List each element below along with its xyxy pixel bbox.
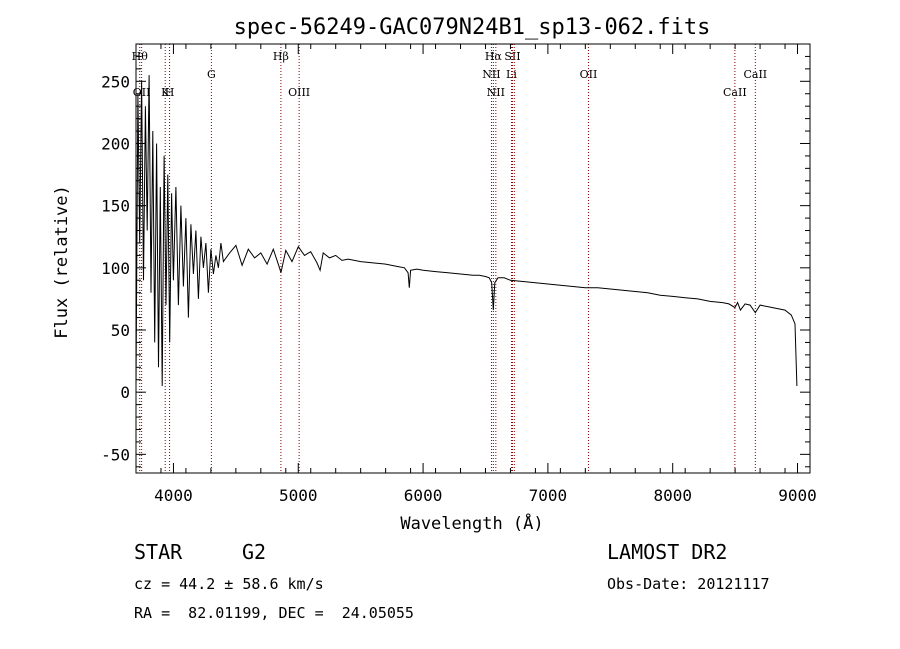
line-marker-label: CaII — [723, 86, 747, 99]
redshift-cz: cz = 44.2 ± 58.6 km/s — [134, 575, 324, 593]
object-class: STAR — [134, 540, 183, 564]
y-tick-label: 0 — [120, 383, 130, 402]
x-tick-label: 4000 — [154, 486, 193, 505]
survey-name: LAMOST DR2 — [607, 540, 728, 564]
x-tick-label: 8000 — [653, 486, 692, 505]
y-tick-label: 150 — [101, 197, 130, 216]
chart-title: spec-56249-GAC079N24B1_sp13-062.fits — [234, 15, 711, 40]
coordinates: RA = 82.01199, DEC = 24.05055 — [134, 604, 414, 622]
y-tick-label: 200 — [101, 134, 130, 153]
line-marker-label: Hβ — [273, 50, 289, 63]
observation-date: Obs-Date: 20121117 — [607, 575, 770, 593]
line-marker-label: G — [207, 68, 216, 81]
line-marker-label: K — [161, 86, 170, 99]
y-tick-label: 50 — [111, 321, 130, 340]
y-tick-label: 100 — [101, 259, 130, 278]
plot-frame — [135, 43, 811, 474]
line-marker-label: SII — [504, 50, 520, 63]
line-marker-label: OIII — [288, 86, 310, 99]
line-marker-label: Li — [506, 68, 517, 81]
spectrum-line — [135, 75, 798, 387]
x-tick-label: 6000 — [404, 486, 443, 505]
x-tick-label: 9000 — [778, 486, 817, 505]
y-axis-label: Flux (relative) — [52, 185, 72, 339]
y-tick-label: -50 — [101, 445, 130, 464]
line-marker-label: OII — [580, 68, 598, 81]
spectral-subclass: G2 — [242, 540, 267, 564]
x-tick-label: 7000 — [529, 486, 568, 505]
axis-ticks: 4000 5000 6000 7000 8000 9000 -50 0 50 100 150 200 2… — [101, 44, 817, 505]
y-tick-label: 250 — [101, 72, 130, 91]
line-marker-label: CaII — [743, 68, 767, 81]
x-axis-label: Wavelength (Å) — [400, 512, 543, 534]
line-marker-label: NII — [487, 86, 505, 99]
x-tick-label: 5000 — [279, 486, 318, 505]
line-marker-label: Hα — [485, 50, 503, 63]
line-marker-label: NII — [482, 68, 500, 81]
line-marker-label: H — [165, 86, 175, 99]
